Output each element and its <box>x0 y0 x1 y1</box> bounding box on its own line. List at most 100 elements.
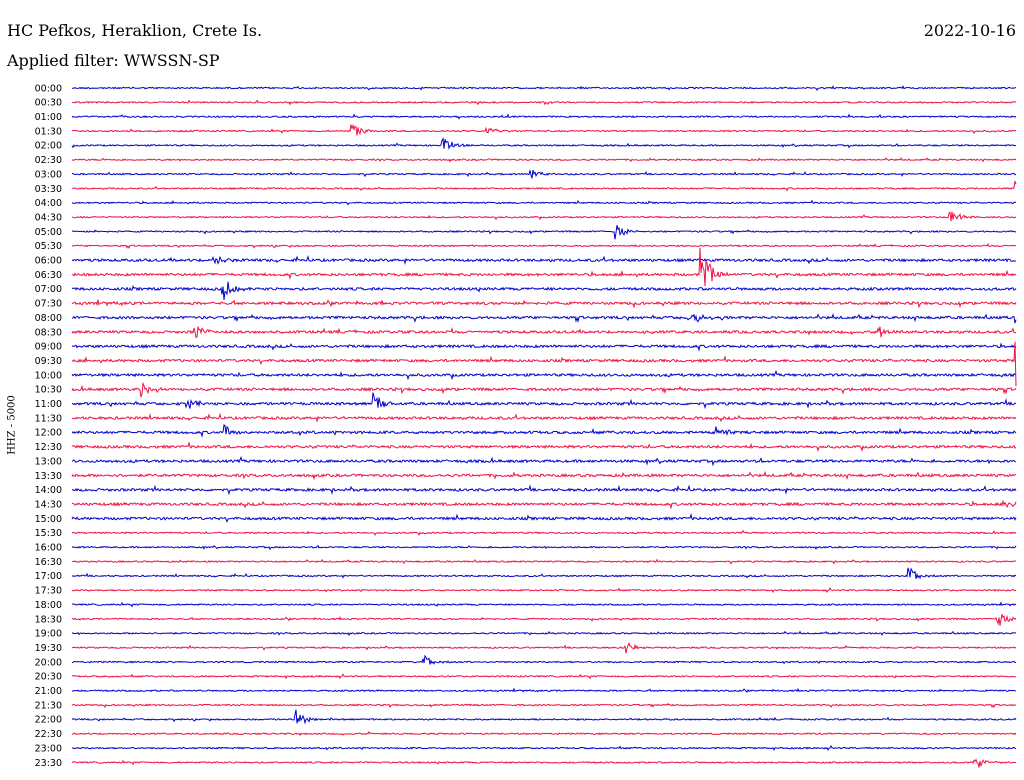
row-time-label: 15:30 <box>35 528 62 539</box>
row-time-label: 15:00 <box>35 514 62 525</box>
trace-row <box>71 529 1017 536</box>
row-time-label: 06:00 <box>35 256 62 267</box>
row-time-label: 11:30 <box>35 413 62 424</box>
row-time-label: 13:30 <box>35 471 62 482</box>
row-time-label: 21:30 <box>35 700 62 711</box>
trace-row <box>71 299 1017 309</box>
row-time-label: 20:30 <box>35 672 62 683</box>
trace-row <box>71 470 1016 481</box>
trace-row <box>71 567 1017 580</box>
trace-row <box>71 312 1017 324</box>
trace-row <box>71 211 1017 222</box>
trace-row <box>71 113 1017 120</box>
row-time-label: 19:00 <box>35 629 62 640</box>
row-time-label: 04:30 <box>35 212 62 223</box>
trace-row <box>71 424 1017 438</box>
row-time-label: 16:30 <box>35 557 62 568</box>
trace-row <box>71 614 1017 626</box>
trace-row <box>71 326 1017 339</box>
record-date: 2022-10-16 <box>923 21 1016 40</box>
row-time-label: 18:30 <box>35 614 62 625</box>
trace-row <box>71 199 1017 206</box>
trace-row <box>71 123 1017 136</box>
trace-row <box>71 745 1017 752</box>
trace-row <box>71 281 1017 301</box>
row-time-label: 22:00 <box>35 715 62 726</box>
row-time-label: 14:30 <box>35 499 62 510</box>
trace-row <box>71 247 1017 286</box>
trace-row <box>71 412 1017 423</box>
trace-row <box>71 342 1017 352</box>
row-time-label: 08:00 <box>35 313 62 324</box>
trace-row <box>71 137 1017 151</box>
station-title: HC Pefkos, Heraklion, Crete Is. <box>7 21 263 40</box>
row-time-label: 09:30 <box>35 356 62 367</box>
row-time-label: 12:30 <box>35 442 62 453</box>
row-time-label: 09:00 <box>35 342 62 353</box>
row-time-label: 22:30 <box>35 729 62 740</box>
row-time-label: 23:30 <box>35 758 62 769</box>
trace-row <box>71 730 1017 736</box>
row-time-label: 05:30 <box>35 241 62 252</box>
row-time-label: 05:00 <box>35 227 62 238</box>
row-time-label: 01:30 <box>35 126 62 137</box>
trace-row <box>71 484 1017 496</box>
trace-row <box>71 85 1017 92</box>
trace-row <box>71 544 1017 551</box>
row-time-label: 19:30 <box>35 643 62 654</box>
row-time-label: 20:00 <box>35 657 62 668</box>
row-time-label: 18:00 <box>35 600 62 611</box>
row-time-label: 00:30 <box>35 98 62 109</box>
trace-row <box>71 381 1017 398</box>
trace-row <box>71 369 1017 381</box>
trace-row <box>71 512 1017 523</box>
row-time-label: 00:00 <box>35 83 62 94</box>
row-time-label: 14:00 <box>35 485 62 496</box>
row-time-label: 16:00 <box>35 543 62 554</box>
row-time-label: 03:30 <box>35 184 62 195</box>
row-time-label: 17:00 <box>35 571 62 582</box>
row-time-label: 02:30 <box>35 155 62 166</box>
trace-row <box>71 558 1017 565</box>
trace-row <box>71 601 1017 608</box>
row-time-label: 12:00 <box>35 428 62 439</box>
trace-row <box>71 243 1017 249</box>
trace-row <box>71 630 1017 637</box>
row-time-label: 07:00 <box>35 284 62 295</box>
row-time-label: 04:00 <box>35 198 62 209</box>
trace-row <box>71 702 1017 709</box>
row-time-label: 11:00 <box>35 399 62 410</box>
trace-row <box>71 169 1017 179</box>
row-time-label: 10:00 <box>35 370 62 381</box>
trace-row <box>71 709 1017 725</box>
row-time-label: 21:00 <box>35 686 62 697</box>
trace-row <box>71 225 1017 240</box>
row-time-label: 01:00 <box>35 112 62 123</box>
trace-row <box>71 654 1017 665</box>
trace-row <box>71 99 1017 106</box>
trace-row <box>71 758 1017 768</box>
row-time-label: 08:30 <box>35 327 62 338</box>
row-time-label: 03:00 <box>35 169 62 180</box>
trace-row <box>71 642 1017 654</box>
trace-row <box>71 392 1017 410</box>
trace-row <box>71 455 1017 467</box>
row-time-label: 02:00 <box>35 141 62 152</box>
row-time-label: 06:30 <box>35 270 62 281</box>
trace-row <box>71 157 1017 163</box>
trace-row <box>71 587 1017 594</box>
trace-row <box>71 341 1017 387</box>
trace-row <box>71 673 1017 680</box>
row-time-label: 13:00 <box>35 456 62 467</box>
trace-row <box>71 180 1017 192</box>
trace-row <box>71 441 1017 453</box>
applied-filter: Applied filter: WWSSN-SP <box>7 51 220 70</box>
trace-row <box>71 255 1017 266</box>
row-time-label: 17:30 <box>35 586 62 597</box>
row-time-label: 07:30 <box>35 299 62 310</box>
trace-row <box>71 499 1017 510</box>
trace-row <box>71 687 1017 693</box>
row-time-label: 23:00 <box>35 743 62 754</box>
row-time-label: 10:30 <box>35 385 62 396</box>
